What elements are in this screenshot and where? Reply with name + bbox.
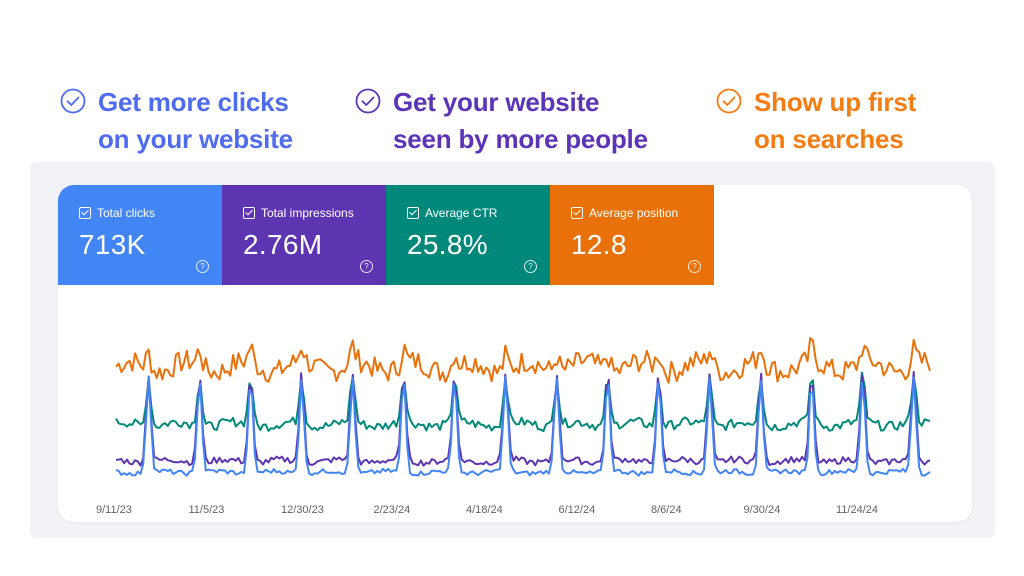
x-tick-label: 9/30/24	[744, 504, 781, 516]
help-icon[interactable]: ?	[196, 260, 209, 273]
benefits-row: Get more clicks on your website Get your…	[0, 84, 1024, 154]
metric-label-row: Total clicks	[79, 206, 222, 220]
help-icon[interactable]: ?	[688, 260, 701, 273]
series-line-total-impressions	[115, 371, 931, 467]
benefit-more-clicks: Get more clicks on your website	[60, 84, 293, 158]
benefit-show-up-first: Show up first on searches	[716, 84, 916, 158]
x-tick-label: 6/12/24	[559, 504, 596, 516]
benefit-line-2: seen by more people	[393, 124, 648, 154]
metric-label-row: Total impressions	[243, 206, 386, 220]
metric-label: Total clicks	[97, 206, 156, 220]
x-tick-label: 4/18/24	[466, 504, 503, 516]
metric-tile-average-ctr[interactable]: Average CTR 25.8% ?	[386, 185, 550, 285]
x-tick-label: 9/11/23	[96, 504, 132, 516]
metric-label: Average position	[589, 206, 679, 220]
metric-value: 2.76M	[243, 229, 323, 260]
performance-chart: 9/11/23 11/5/23 12/30/23 2/23/24 4/18/24 6/12…	[58, 285, 972, 522]
performance-card: Total clicks 713K ? Total impressions 2.…	[58, 185, 972, 522]
benefit-seen-by-more: Get your website seen by more people	[355, 84, 648, 158]
x-tick-label: 11/24/24	[836, 504, 878, 516]
metric-tile-average-position[interactable]: Average position 12.8 ?	[550, 185, 714, 285]
metric-tile-total-clicks[interactable]: Total clicks 713K ?	[58, 185, 222, 285]
benefit-text: Get more clicks on your website	[98, 84, 293, 158]
benefit-line-2: on searches	[754, 124, 904, 154]
metric-label-row: Average position	[571, 206, 714, 220]
x-tick-label: 2/23/24	[374, 504, 411, 516]
checkbox-icon[interactable]	[243, 207, 255, 219]
metric-tiles: Total clicks 713K ? Total impressions 2.…	[58, 185, 714, 285]
checkbox-icon[interactable]	[407, 207, 419, 219]
benefit-text: Get your website seen by more people	[393, 84, 648, 158]
benefit-line-1: Get more clicks	[98, 87, 289, 117]
x-tick-label: 11/5/23	[189, 504, 225, 516]
benefit-line-2: on your website	[98, 124, 293, 154]
performance-chart-svg: 9/11/23 11/5/23 12/30/23 2/23/24 4/18/24 6/12…	[96, 337, 931, 516]
metric-label: Average CTR	[425, 206, 498, 220]
check-circle-icon	[355, 88, 381, 114]
metric-label-row: Average CTR	[407, 206, 550, 220]
x-tick-label: 12/30/23	[281, 504, 324, 516]
help-icon[interactable]: ?	[360, 260, 373, 273]
checkbox-icon[interactable]	[571, 207, 583, 219]
metric-tile-total-impressions[interactable]: Total impressions 2.76M ?	[222, 185, 386, 285]
benefit-line-1: Show up first	[754, 87, 917, 117]
checkbox-icon[interactable]	[79, 207, 91, 219]
check-circle-icon	[716, 88, 742, 114]
help-icon[interactable]: ?	[524, 260, 537, 273]
series-line-average-position	[115, 337, 931, 384]
x-tick-label: 8/6/24	[651, 504, 682, 516]
benefit-line-1: Get your website	[393, 87, 600, 117]
metric-value: 713K	[79, 229, 146, 260]
check-circle-icon	[60, 88, 86, 114]
benefit-text: Show up first on searches	[754, 84, 916, 158]
metric-value: 12.8	[571, 229, 627, 260]
metric-value: 25.8%	[407, 229, 488, 260]
series-line-total-clicks	[115, 375, 931, 477]
metric-label: Total impressions	[261, 206, 354, 220]
